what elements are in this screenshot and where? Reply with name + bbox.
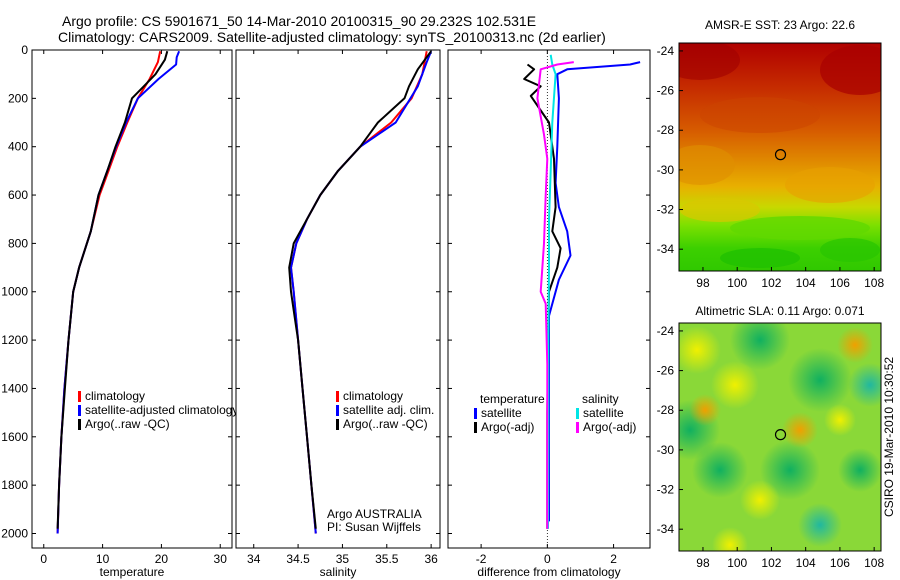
map-x-tick-label: 100 bbox=[727, 276, 747, 290]
legend-entry: climatology bbox=[85, 389, 145, 403]
series-line-argo-raw-qc- bbox=[288, 50, 432, 529]
y-tick-label: 2000 bbox=[1, 526, 28, 540]
legend-entry: satellite bbox=[583, 406, 624, 420]
map-x-tick-label: 108 bbox=[864, 276, 884, 290]
x-tick-label: 2 bbox=[610, 552, 617, 566]
map-y-tick-label: -32 bbox=[657, 483, 675, 497]
x-tick-label: 34.5 bbox=[286, 552, 310, 566]
x-tick-label: 35.5 bbox=[375, 552, 399, 566]
x-tick-label: 36 bbox=[424, 552, 438, 566]
map-y-tick-label: -32 bbox=[657, 203, 675, 217]
legend-title-salinity: salinity bbox=[582, 392, 619, 406]
map-x-tick-label: 98 bbox=[696, 276, 710, 290]
x-tick-label: 30 bbox=[214, 552, 228, 566]
x-tick-label: 0 bbox=[544, 552, 551, 566]
sla-map: Altimetric SLA: 0.11 Argo: 0.071 98 100 10… bbox=[657, 304, 896, 570]
sst-map-axes: 98 100 102 104 106 108 -24 -26 -28 -30 -32 -34 bbox=[657, 44, 885, 290]
y-tick-label: 1600 bbox=[1, 430, 28, 444]
csiro-timestamp: CSIRO 19-Mar-2010 10:30:52 bbox=[882, 357, 896, 517]
legend-entry: Argo(-adj) bbox=[583, 420, 636, 434]
map-x-tick-label: 102 bbox=[761, 276, 781, 290]
map-y-tick-label: -26 bbox=[657, 84, 675, 98]
legend-swatch bbox=[474, 408, 477, 419]
y-tick-label: 1200 bbox=[1, 333, 28, 347]
y-tick-label: 1400 bbox=[1, 381, 28, 395]
legend-entry: Argo(..raw -QC) bbox=[85, 417, 170, 431]
map-y-tick-label: -30 bbox=[657, 163, 675, 177]
legend-entry: Argo(-adj) bbox=[481, 420, 534, 434]
map-y-tick-label: -28 bbox=[657, 123, 675, 137]
y-tick-label: 1000 bbox=[1, 285, 28, 299]
x-axis-label: difference from climatology bbox=[477, 565, 620, 579]
legend-swatch bbox=[576, 422, 579, 433]
map-y-tick-label: -30 bbox=[657, 443, 675, 457]
legend-swatch bbox=[336, 419, 339, 430]
map-y-tick-label: -24 bbox=[657, 44, 675, 58]
legend-swatch bbox=[336, 391, 339, 402]
legend-entry: satellite bbox=[481, 406, 522, 420]
legend-entry: climatology bbox=[343, 389, 403, 403]
map-x-tick-label: 102 bbox=[761, 556, 781, 570]
map-x-tick-label: 100 bbox=[727, 556, 747, 570]
legend-swatch bbox=[78, 419, 81, 430]
argo-country-label: Argo AUSTRALIA bbox=[327, 507, 422, 521]
map-x-tick-label: 106 bbox=[830, 276, 850, 290]
y-tick-label: 1800 bbox=[1, 478, 28, 492]
legend-swatch bbox=[474, 422, 477, 433]
x-tick-label: 0 bbox=[40, 552, 47, 566]
x-tick-label: 34 bbox=[247, 552, 261, 566]
x-axis-label: salinity bbox=[320, 565, 357, 579]
legend-swatch bbox=[336, 405, 339, 416]
pi-name-label: PI: Susan Wijffels bbox=[327, 520, 421, 534]
x-tick-label: -2 bbox=[476, 552, 487, 566]
map-x-tick-label: 104 bbox=[796, 556, 816, 570]
x-tick-label: 35 bbox=[336, 552, 350, 566]
y-tick-label: 400 bbox=[8, 140, 28, 154]
legend-swatch bbox=[576, 408, 579, 419]
y-tick-label: 600 bbox=[8, 188, 28, 202]
map-x-tick-label: 106 bbox=[830, 556, 850, 570]
map-x-tick-label: 98 bbox=[696, 556, 710, 570]
sst-map-title: AMSR-E SST: 23 Argo: 22.6 bbox=[705, 18, 855, 32]
sla-heatmap-field bbox=[679, 323, 881, 551]
sla-map-axes: 98 100 102 104 106 108 -24 -26 -28 -30 -32 -34 bbox=[657, 324, 885, 570]
legend-entry: Argo(..raw -QC) bbox=[343, 417, 428, 431]
legend-swatch bbox=[78, 405, 81, 416]
legend-swatch bbox=[78, 391, 81, 402]
x-tick-label: 20 bbox=[155, 552, 169, 566]
plot-frame bbox=[31, 49, 233, 549]
series-line-salinity-argo-adj- bbox=[536, 61, 574, 529]
y-tick-label: 800 bbox=[8, 236, 28, 250]
map-y-tick-label: -34 bbox=[657, 242, 675, 256]
map-y-tick-label: -28 bbox=[657, 403, 675, 417]
salinity-panel: 34 34.5 35 35.5 36 salinity climatologysatelli… bbox=[235, 49, 441, 579]
sst-heatmap-field bbox=[679, 43, 881, 271]
map-y-tick-label: -24 bbox=[657, 324, 675, 338]
sla-map-title: Altimetric SLA: 0.11 Argo: 0.071 bbox=[695, 304, 865, 318]
map-y-tick-label: -26 bbox=[657, 364, 675, 378]
plot-frame bbox=[235, 49, 441, 549]
x-tick-label: 10 bbox=[96, 552, 110, 566]
map-x-tick-label: 108 bbox=[864, 556, 884, 570]
legend-entry: satellite-adjusted climatology bbox=[85, 403, 238, 417]
x-axis-label: temperature bbox=[100, 565, 165, 579]
legend-entry: satellite adj. clim. bbox=[343, 403, 434, 417]
title-line-1: Argo profile: CS 5901671_50 14-Mar-2010 … bbox=[62, 13, 536, 29]
title-line-2: Climatology: CARS2009. Satellite-adjuste… bbox=[58, 29, 606, 45]
argo-float-marker bbox=[774, 429, 787, 441]
y-tick-label: 0 bbox=[21, 43, 28, 57]
argo-float-marker bbox=[774, 149, 787, 161]
temperature-panel: 0 10 20 30 0 200 400 600 800 1000 1200 1400 1600 1800… bbox=[1, 43, 238, 579]
series-line-argo-raw-qc- bbox=[56, 50, 169, 529]
y-tick-label: 200 bbox=[8, 91, 28, 105]
sst-map: AMSR-E SST: 23 Argo: 22.6 98 100 102 104 106… bbox=[657, 18, 885, 290]
legend-title-temperature: temperature bbox=[480, 392, 545, 406]
map-x-tick-label: 104 bbox=[796, 276, 816, 290]
map-y-tick-label: -34 bbox=[657, 522, 675, 536]
